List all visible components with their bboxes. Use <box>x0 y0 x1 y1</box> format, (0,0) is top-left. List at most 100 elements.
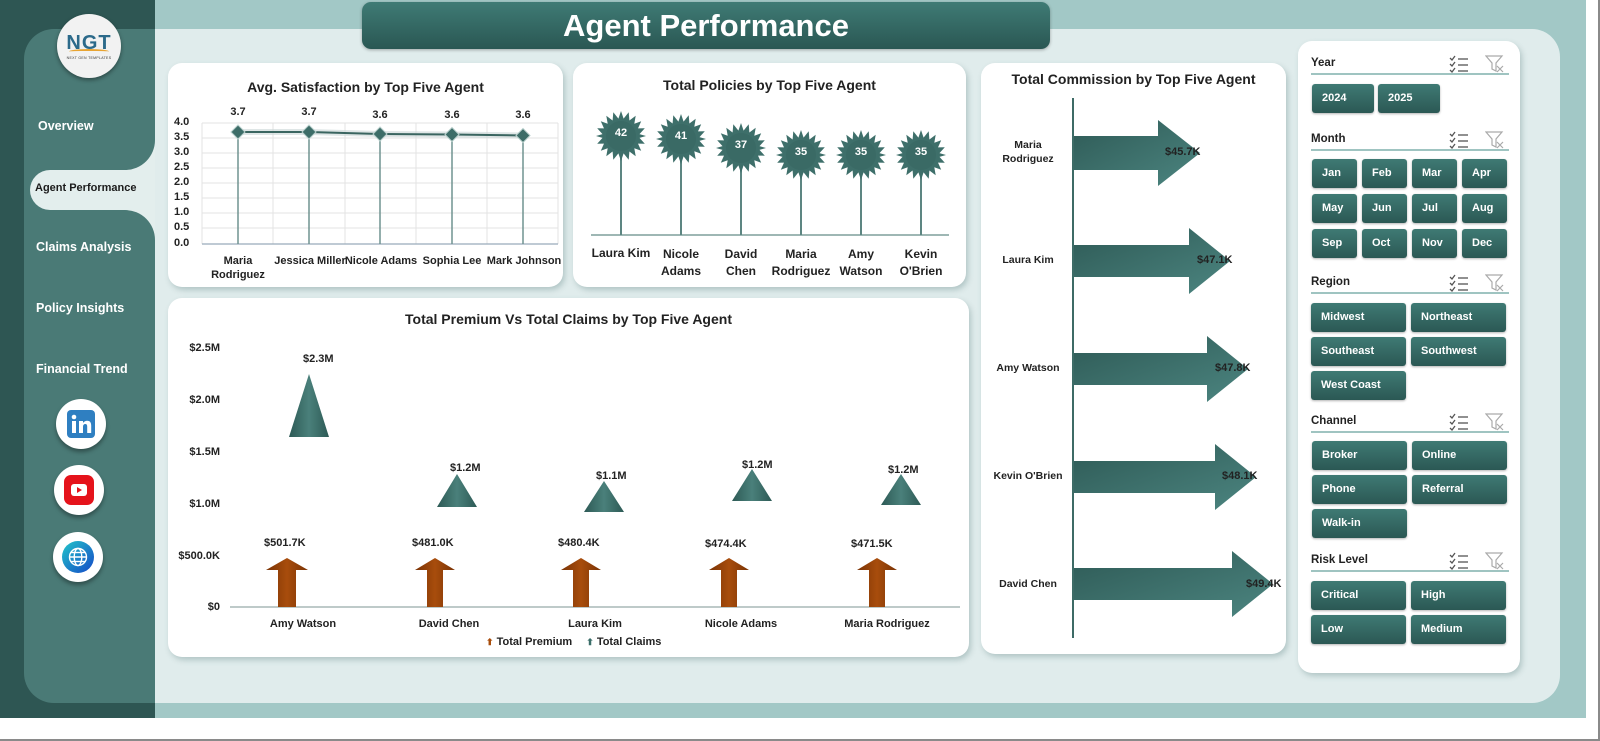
y-label: Maria Rodriguez <box>1002 139 1054 165</box>
region-option[interactable]: Midwest <box>1311 303 1406 332</box>
risk-option[interactable]: Low <box>1311 615 1406 644</box>
y-tick: 2.5 <box>174 161 190 173</box>
month-option[interactable]: Nov <box>1412 229 1457 258</box>
x-label: Nicole Adams <box>660 247 701 278</box>
legend-item-premium: ⬆ Total Premium <box>486 636 572 648</box>
channel-option[interactable]: Phone <box>1312 475 1407 504</box>
x-label: Maria Rodriguez <box>211 255 265 281</box>
data-label: 41 <box>674 130 688 142</box>
data-label: $48.1K <box>1222 470 1258 482</box>
risk-option[interactable]: Medium <box>1411 615 1506 644</box>
region-option[interactable]: Southwest <box>1411 337 1506 366</box>
month-option[interactable]: Apr <box>1462 159 1507 188</box>
y-label: Kevin O'Brien <box>993 470 1063 482</box>
commission-chart-card: Total Commission by Top Five Agent Maria… <box>981 63 1286 654</box>
month-option[interactable]: Jan <box>1312 159 1357 188</box>
linkedin-button[interactable] <box>56 399 106 449</box>
channel-option[interactable]: Referral <box>1412 475 1507 504</box>
clear-filter-icon[interactable] <box>1485 55 1505 73</box>
region-option[interactable]: Northeast <box>1411 303 1506 332</box>
y-tick: 0.0 <box>174 237 190 249</box>
region-option[interactable]: Southeast <box>1311 337 1406 366</box>
logo-swoosh-icon <box>69 48 109 54</box>
globe-icon <box>62 541 94 573</box>
policies-lollipop-chart <box>591 111 949 236</box>
satisfaction-chart-title: Avg. Satisfaction by Top Five Agent <box>247 79 484 95</box>
month-option[interactable]: Jun <box>1362 194 1407 223</box>
multi-select-icon[interactable] <box>1449 413 1469 431</box>
legend-label: Total Premium <box>496 636 573 648</box>
channel-option[interactable]: Walk-in <box>1312 509 1407 538</box>
premium-label: $481.0K <box>412 537 454 549</box>
premium-claims-chart-card: Total Premium Vs Total Claims by Top Fiv… <box>168 298 969 657</box>
data-label: $45.7K <box>1165 146 1201 158</box>
multi-select-icon[interactable] <box>1449 274 1469 292</box>
risk-option[interactable]: Critical <box>1311 581 1406 610</box>
year-option-2025[interactable]: 2025 <box>1378 84 1440 113</box>
claims-label: $1.2M <box>742 459 773 471</box>
sidebar-item-agent-performance[interactable]: Agent Performance <box>35 182 137 194</box>
slicer-header-month: Month <box>1311 131 1509 151</box>
x-label: Mark Johnson <box>486 255 562 267</box>
month-option[interactable]: Oct <box>1362 229 1407 258</box>
x-label: David Chen <box>418 618 480 630</box>
y-label: David Chen <box>999 578 1057 590</box>
y-tick: $1.0M <box>189 498 220 510</box>
clear-filter-icon[interactable] <box>1485 274 1505 292</box>
clear-filter-icon[interactable] <box>1485 131 1505 149</box>
legend-arrow-icon: ⬆ <box>586 637 594 647</box>
data-label: 3.6 <box>372 109 388 121</box>
month-option[interactable]: Dec <box>1462 229 1507 258</box>
clear-filter-icon[interactable] <box>1485 552 1505 570</box>
logo-text: NGT <box>66 31 112 54</box>
slicer-label: Risk Level <box>1311 554 1368 566</box>
region-option[interactable]: West Coast <box>1311 371 1406 400</box>
x-label: Jessica Miller <box>274 255 346 267</box>
satisfaction-line-chart <box>201 122 559 245</box>
active-tab-curve <box>110 140 155 170</box>
year-option-2024[interactable]: 2024 <box>1312 84 1374 113</box>
sidebar-item-financial-trend[interactable]: Financial Trend <box>36 362 128 376</box>
month-option[interactable]: Sep <box>1312 229 1357 258</box>
y-tick: $1.5M <box>189 446 220 458</box>
website-button[interactable] <box>53 532 103 582</box>
data-label: $47.8K <box>1215 362 1251 374</box>
youtube-button[interactable] <box>54 465 104 515</box>
sidebar-item-overview[interactable]: Overview <box>38 119 94 133</box>
y-tick: $2.0M <box>189 394 220 406</box>
policies-chart-card: Total Policies by Top Five Agent 42 41 3… <box>573 63 966 287</box>
clear-filter-icon[interactable] <box>1485 413 1505 431</box>
y-tick: $0 <box>207 601 220 613</box>
sidebar-item-claims-analysis[interactable]: Claims Analysis <box>36 240 132 254</box>
multi-select-icon[interactable] <box>1449 552 1469 570</box>
month-option[interactable]: Mar <box>1412 159 1457 188</box>
month-option[interactable]: May <box>1312 194 1357 223</box>
y-tick: 0.5 <box>174 221 190 233</box>
channel-option[interactable]: Broker <box>1312 441 1407 470</box>
policies-chart-title: Total Policies by Top Five Agent <box>663 77 876 93</box>
x-label: Laura Kim <box>568 618 622 630</box>
page-title: Agent Performance <box>362 2 1050 49</box>
month-option[interactable]: Feb <box>1362 159 1407 188</box>
premium-label: $471.5K <box>851 538 893 550</box>
claims-label: $2.3M <box>303 353 334 365</box>
slicer-label: Channel <box>1311 415 1357 427</box>
month-option[interactable]: Jul <box>1412 194 1457 223</box>
sidebar-item-policy-insights[interactable]: Policy Insights <box>36 301 125 315</box>
multi-select-icon[interactable] <box>1449 55 1469 73</box>
month-option[interactable]: Aug <box>1462 194 1507 223</box>
x-label: Sophia Lee <box>422 255 482 267</box>
multi-select-icon[interactable] <box>1449 131 1469 149</box>
risk-option[interactable]: High <box>1411 581 1506 610</box>
y-tick: 2.0 <box>174 176 190 188</box>
commission-arrow-chart <box>1072 98 1273 638</box>
legend-label: Total Claims <box>596 636 662 648</box>
data-label: 3.7 <box>230 106 246 118</box>
y-tick: 3.5 <box>174 131 190 143</box>
claims-label: $1.2M <box>450 462 481 474</box>
channel-option[interactable]: Online <box>1412 441 1507 470</box>
slicer-header-risk-level: Risk Level <box>1311 552 1509 572</box>
x-label: Nicole Adams <box>704 618 778 630</box>
premium-label: $501.7K <box>264 537 306 549</box>
data-label: $47.1K <box>1197 254 1233 266</box>
